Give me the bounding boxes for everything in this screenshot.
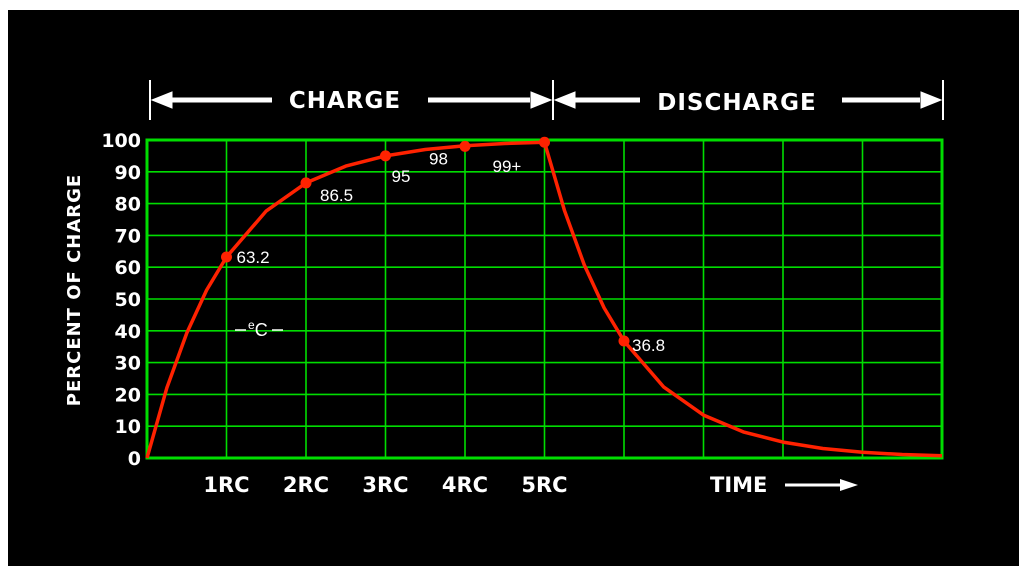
charge-phase-label: CHARGE — [289, 88, 401, 114]
data-label: 99+ — [493, 157, 522, 176]
time-arrow — [785, 479, 858, 491]
data-label: 36.8 — [632, 336, 665, 355]
y-tick-label: 60 — [115, 257, 141, 279]
y-tick-label: 100 — [101, 130, 141, 152]
y-tick-label: 70 — [115, 225, 141, 247]
data-point — [459, 140, 471, 152]
discharge-left-arrow-head — [553, 91, 576, 109]
y-tick-label: 80 — [115, 194, 141, 216]
vc-annotation: eC — [235, 318, 283, 340]
y-tick-label: 90 — [115, 162, 141, 184]
data-point — [300, 177, 312, 189]
phase-header — [149, 80, 944, 120]
discharge-right-arrow-head — [920, 91, 943, 109]
charge-left-arrow-head — [150, 91, 173, 109]
x-tick-label: 3RC — [362, 473, 408, 497]
data-point — [380, 150, 391, 162]
data-label: 95 — [392, 167, 411, 186]
y-tick-label: 40 — [115, 321, 141, 343]
x-axis-title: TIME — [710, 473, 767, 497]
x-tick-label: 2RC — [283, 473, 329, 497]
y-axis-ticks: 0 10 20 30 40 50 60 70 80 90 100 — [101, 130, 141, 470]
time-arrow-head — [840, 479, 858, 491]
chart-grid — [145, 138, 944, 460]
data-point — [539, 136, 550, 148]
x-axis-ticks: 1RC 2RC 3RC 4RC 5RC — [203, 473, 567, 497]
y-axis-title: PERCENT OF CHARGE — [64, 174, 85, 406]
vc-symbol: e — [248, 318, 255, 332]
marked-points: 63.2 86.5 95 98 99+ 36.8 — [221, 136, 665, 355]
y-tick-label: 20 — [115, 384, 141, 406]
discharge-phase-label: DISCHARGE — [657, 90, 816, 116]
x-tick-label: 4RC — [442, 473, 488, 497]
data-point — [221, 251, 232, 263]
y-tick-label: 30 — [115, 353, 141, 375]
vc-subscript: C — [255, 320, 268, 340]
vc-label: eC — [248, 318, 268, 340]
data-point — [618, 335, 630, 347]
y-tick-label: 10 — [115, 416, 141, 438]
y-tick-label: 50 — [115, 289, 141, 311]
x-tick-label: 1RC — [203, 473, 249, 497]
data-label: 86.5 — [320, 186, 353, 205]
data-label: 98 — [429, 149, 448, 168]
charge-right-arrow-head — [530, 91, 553, 109]
data-label: 63.2 — [237, 248, 270, 267]
x-tick-label: 5RC — [521, 473, 567, 497]
y-tick-label: 0 — [128, 448, 141, 470]
chart-background — [8, 10, 1019, 566]
